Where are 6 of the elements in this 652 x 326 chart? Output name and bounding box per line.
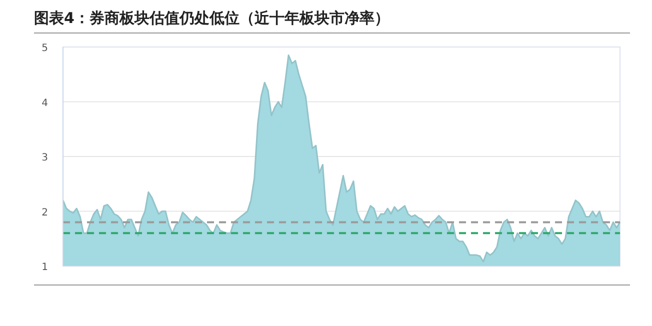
- y-tick-label: 5: [42, 43, 48, 54]
- y-tick-label: 3: [42, 152, 48, 164]
- y-tick-label: 4: [42, 98, 48, 109]
- y-tick-label: 1: [42, 262, 48, 273]
- y-tick-label: 2: [42, 207, 48, 218]
- chart-title: 图表4：券商板块估值仍处低位（近十年板块市净率）: [34, 9, 390, 27]
